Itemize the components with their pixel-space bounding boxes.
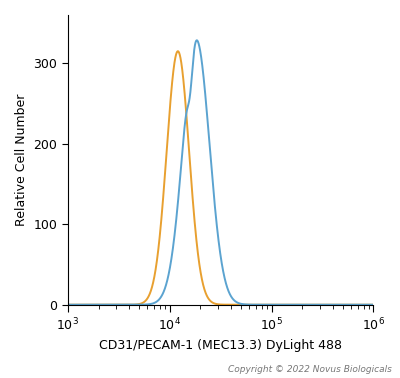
Y-axis label: Relative Cell Number: Relative Cell Number — [15, 94, 28, 226]
Text: Copyright © 2022 Novus Biologicals: Copyright © 2022 Novus Biologicals — [228, 365, 392, 374]
X-axis label: CD31/PECAM-1 (MEC13.3) DyLight 488: CD31/PECAM-1 (MEC13.3) DyLight 488 — [99, 339, 342, 352]
